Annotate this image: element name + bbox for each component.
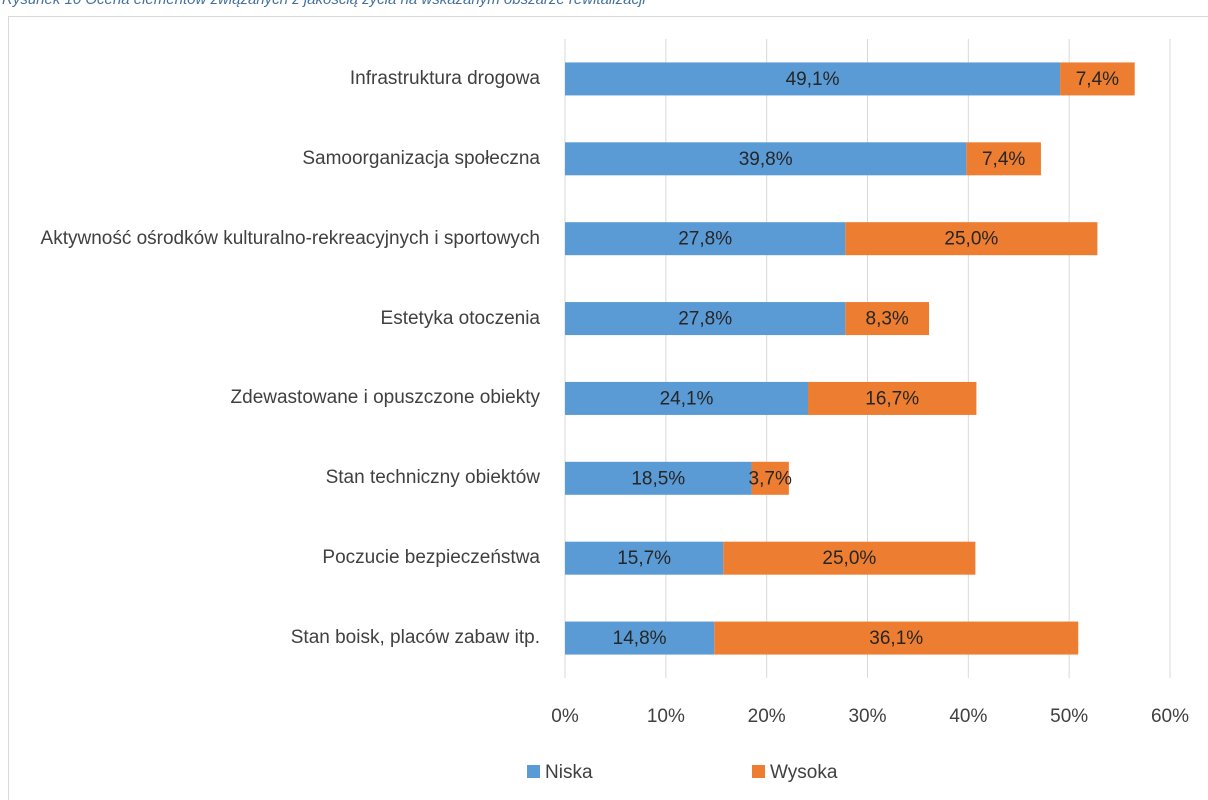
- bar-segment: [723, 541, 976, 575]
- data-label: 16,7%: [865, 388, 919, 409]
- caption: Rysunek 10 Ocena elementów związanych z …: [2, 0, 646, 8]
- x-tick-label: 10%: [647, 706, 685, 727]
- data-label: 49,1%: [786, 69, 840, 90]
- bar-segment: [565, 222, 846, 256]
- bar-segment: [714, 621, 1079, 655]
- bar-segment: [565, 621, 715, 655]
- x-tick-label: 0%: [551, 706, 579, 727]
- data-label: 27,8%: [678, 309, 732, 330]
- bar-segment: [565, 461, 752, 495]
- bar-segment: [565, 62, 1061, 96]
- bar-segment: [808, 381, 977, 415]
- data-label: 3,7%: [749, 468, 792, 489]
- bar-segment: [565, 381, 809, 415]
- bar-segment: [1060, 62, 1135, 96]
- data-label: 36,1%: [869, 628, 923, 649]
- data-label: 25,0%: [944, 229, 998, 250]
- category-label: Zdewastowane i opuszczone obiekty: [230, 387, 540, 409]
- category-label: Poczucie bezpieczeństwa: [322, 547, 540, 569]
- data-label: 39,8%: [739, 149, 793, 170]
- bar-segment: [751, 461, 789, 495]
- data-label: 8,3%: [866, 309, 909, 330]
- legend-swatch: [527, 765, 540, 778]
- data-label: 18,5%: [631, 468, 685, 489]
- bar-segment: [565, 302, 846, 336]
- bar-segment: [565, 142, 967, 176]
- data-label: 14,8%: [613, 628, 667, 649]
- category-label: Samoorganizacja społeczna: [302, 147, 540, 169]
- category-label: Aktywność ośrodków kulturalno-rekreacyjn…: [40, 227, 540, 249]
- data-label: 27,8%: [678, 229, 732, 250]
- data-label: 25,0%: [822, 548, 876, 569]
- bar-segment: [966, 142, 1041, 176]
- x-tick-label: 30%: [848, 706, 886, 727]
- data-label: 7,4%: [982, 149, 1025, 170]
- data-label: 7,4%: [1076, 69, 1119, 90]
- bar-segment: [845, 222, 1098, 256]
- legend-label: Wysoka: [770, 762, 838, 783]
- category-label: Stan boisk, placów zabaw itp.: [290, 627, 540, 649]
- bar-segment: [565, 541, 724, 575]
- x-tick-label: 20%: [748, 706, 786, 727]
- x-tick-label: 40%: [949, 706, 987, 727]
- data-label: 15,7%: [617, 548, 671, 569]
- x-tick-label: 60%: [1151, 706, 1189, 727]
- category-label: Infrastruktura drogowa: [349, 67, 540, 89]
- x-tick-label: 50%: [1050, 706, 1088, 727]
- category-label: Estetyka otoczenia: [380, 307, 540, 329]
- chart-frame: [8, 16, 1208, 800]
- bar-segment: [845, 302, 930, 336]
- legend-swatch: [752, 765, 765, 778]
- data-label: 24,1%: [660, 388, 714, 409]
- legend-label: Niska: [545, 762, 593, 783]
- category-label: Stan techniczny obiektów: [325, 467, 540, 489]
